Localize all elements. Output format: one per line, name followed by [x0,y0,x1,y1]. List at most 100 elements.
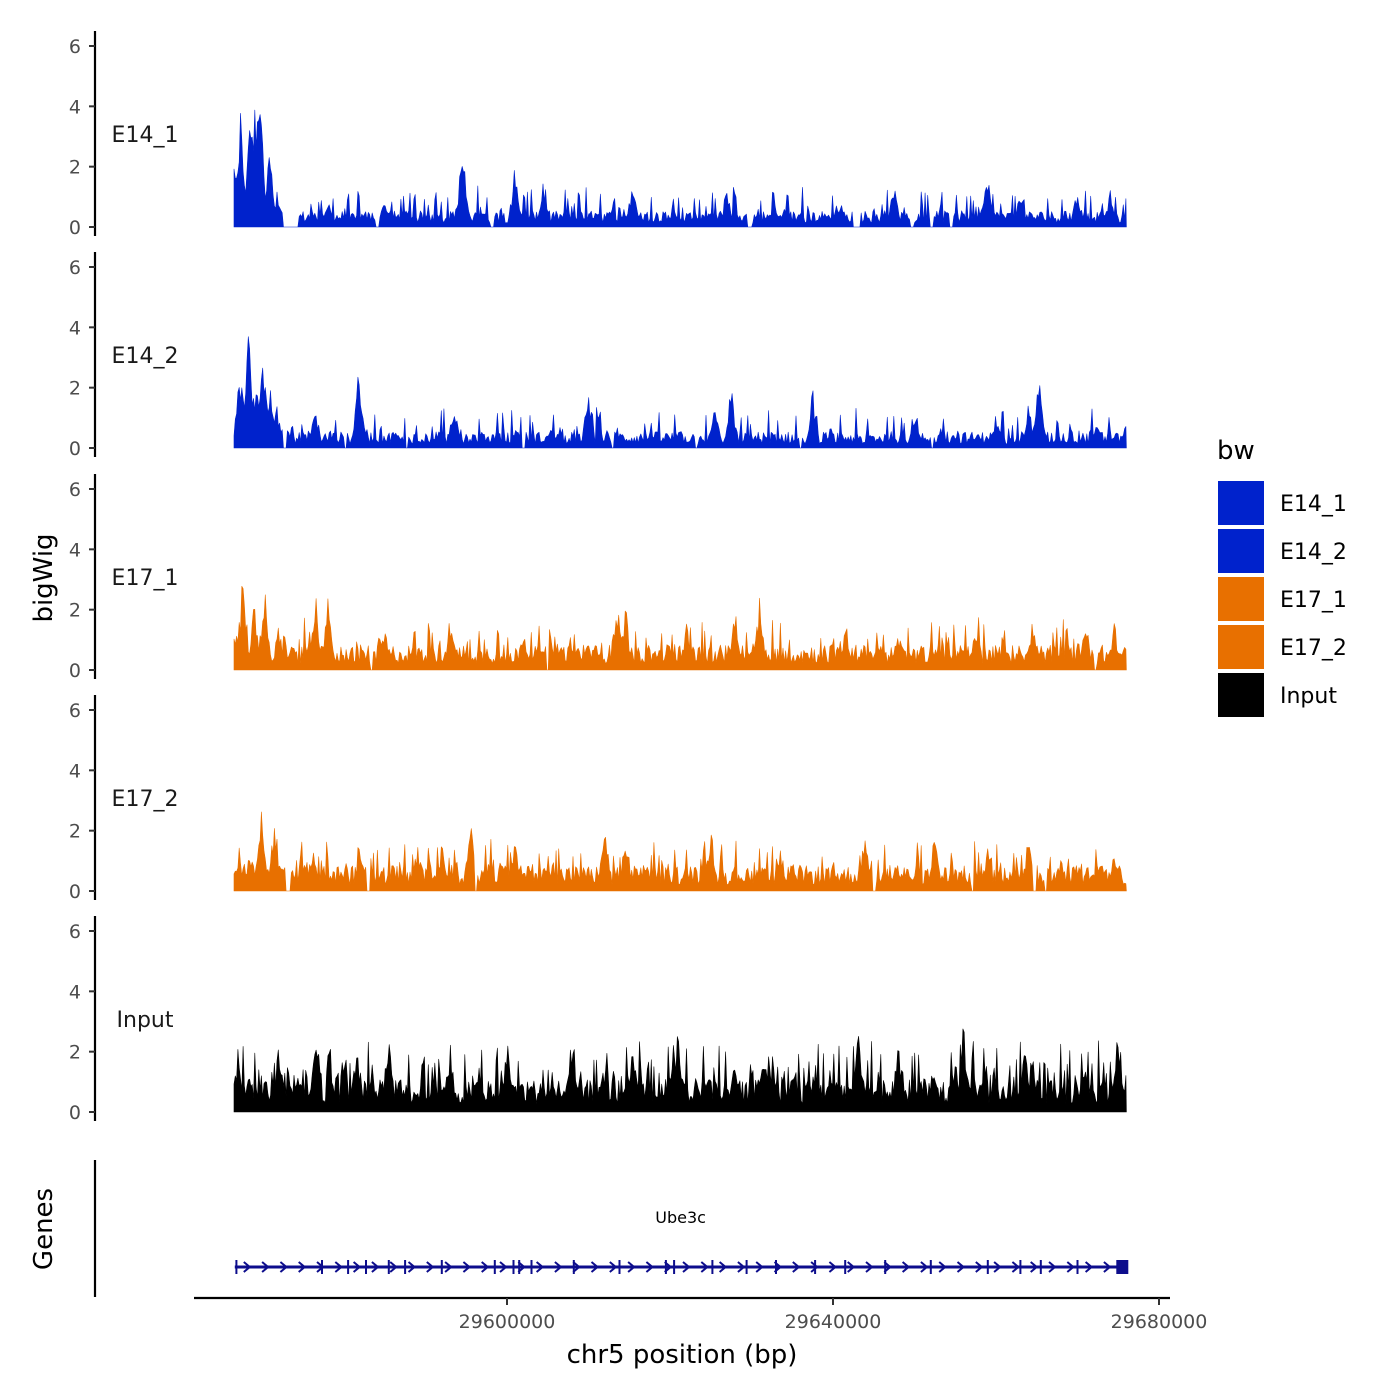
gene-exon [321,1260,323,1274]
gene-exon [518,1260,521,1274]
y-tick-label-E14_2-0: 0 [69,438,81,460]
gene-strand-chevron [1066,1261,1075,1273]
gene-strand-chevron [682,1261,691,1273]
y-tick-label-E14_2-6: 6 [69,257,81,279]
gene-exon [929,1260,932,1274]
gene-strand-chevron [1084,1261,1094,1273]
gene-exon [775,1260,777,1274]
panel-label-Input: Input [117,1008,174,1033]
panel-E17_2: 0 2 4 6 E17_2 [69,695,1127,903]
signal-panels: 0 2 4 6 E14_1 0 2 4 6 E14_2 0 2 4 6 E17_1 0 2 4 6 E17_2 0 2 4 6… [69,31,1127,1124]
gene-exon [711,1260,714,1274]
gene-strand-chevron [572,1261,581,1273]
x-axis-title: chr5 position (bp) [567,1340,798,1370]
x-axis: 29600000 29640000 29680000 [194,1296,1208,1333]
gene-strand-chevron [517,1261,526,1273]
panel-label-E17_2: E17_2 [112,787,179,812]
gene-strand-chevron [407,1261,417,1273]
y-tick-label-Input-4: 4 [69,981,81,1003]
gene-strand-chevron [334,1261,343,1273]
gene-exon [745,1260,748,1274]
gene-strand-chevron [1048,1261,1057,1273]
y-tick-label-E14_1-2: 2 [69,157,81,179]
y-tick-label-E14_1-6: 6 [69,36,81,58]
gene-strand-chevron [426,1261,435,1273]
legend-label-E17_2: E17_2 [1280,636,1347,661]
gene-strand-chevron [718,1261,728,1273]
gene-strand-chevron [920,1261,929,1273]
legend-key-Input [1218,673,1264,717]
y-tick-label-E17_2-4: 4 [69,760,81,782]
gene-exon [365,1260,367,1274]
gene-exon [664,1260,667,1274]
gene-exon [673,1260,676,1274]
x-tick-label-29680000: 29680000 [1111,1311,1208,1333]
signal-area-E14_1 [233,109,1127,228]
gene-strand-chevron [938,1261,947,1273]
y-tick-label-E14_1-4: 4 [69,96,81,118]
panel-E17_1: 0 2 4 6 E17_1 [69,474,1127,682]
gene-exon [387,1260,390,1274]
gene-strand-chevron [956,1261,966,1273]
gene-exon [1116,1260,1129,1274]
legend-label-E17_1: E17_1 [1280,588,1347,613]
genes-axis-title: Genes [29,1188,59,1270]
gene-exon [814,1260,817,1274]
y-tick-label-Input-6: 6 [69,921,81,943]
gene-strand-chevron [810,1261,819,1273]
gene-strand-chevron [737,1261,746,1273]
gene-strand-chevron [554,1261,563,1273]
gene-exon [493,1260,496,1274]
gene-strand-chevron [535,1261,545,1273]
gene-exon [235,1260,238,1274]
gene-strand-chevron [883,1261,892,1273]
gene-label-Ube3c: Ube3c [655,1208,706,1227]
panel-label-E14_1: E14_1 [112,123,179,148]
legend-label-E14_2: E14_2 [1280,540,1347,565]
gene-strand-chevron [298,1261,307,1273]
gene-strand-chevron [1011,1261,1020,1273]
panel-label-E14_2: E14_2 [112,344,179,369]
panel-E14_1: 0 2 4 6 E14_1 [69,31,1127,239]
gene-strand-chevron [627,1261,636,1273]
gene-strand-chevron [352,1261,362,1273]
gene-strand-chevron [865,1261,874,1273]
y-tick-label-E14_2-2: 2 [69,378,81,400]
gene-strand-chevron [700,1261,709,1273]
y-tick-label-E17_1-2: 2 [69,600,81,622]
gene-strand-chevron [1103,1261,1112,1273]
gene-strand-chevron [481,1261,490,1273]
gene-Ube3c: Ube3c [234,1208,1129,1274]
gene-strand-chevron [755,1261,764,1273]
y-tick-label-Input-2: 2 [69,1042,81,1064]
legend: bw E14_1 E14_2 E17_1 E17_2 Input [1217,436,1347,717]
gene-strand-chevron [261,1261,270,1273]
gene-strand-chevron [847,1261,856,1273]
gene-strand-chevron [993,1261,1002,1273]
panel-label-E17_1: E17_1 [112,566,179,591]
y-tick-label-Input-0: 0 [69,1102,81,1124]
y-tick-label-E17_1-4: 4 [69,539,81,561]
gene-exon [1019,1260,1022,1274]
gene-strand-chevron [1030,1261,1039,1273]
signal-area-Input [233,1028,1127,1113]
legend-key-E14_2 [1218,529,1264,573]
panel-E14_2: 0 2 4 6 E14_2 [69,252,1127,460]
gene-exon [1039,1260,1042,1274]
legend-key-E14_1 [1218,481,1264,525]
gene-strand-chevron [371,1261,380,1273]
gene-strand-chevron [462,1261,471,1273]
gene-exon [986,1260,989,1274]
gene-strand-chevron [499,1261,508,1273]
panel-Input: 0 2 4 6 Input [69,916,1127,1124]
gene-strand-chevron [243,1261,252,1273]
y-tick-label-E17_1-0: 0 [69,660,81,682]
gene-strand-chevron [901,1261,911,1273]
signal-area-E17_1 [233,586,1127,671]
gene-exon [530,1260,533,1274]
gene-exon [618,1260,621,1274]
y-tick-label-E17_2-6: 6 [69,700,81,722]
gene-strand-chevron [590,1261,600,1273]
x-tick-label-29640000: 29640000 [785,1311,882,1333]
